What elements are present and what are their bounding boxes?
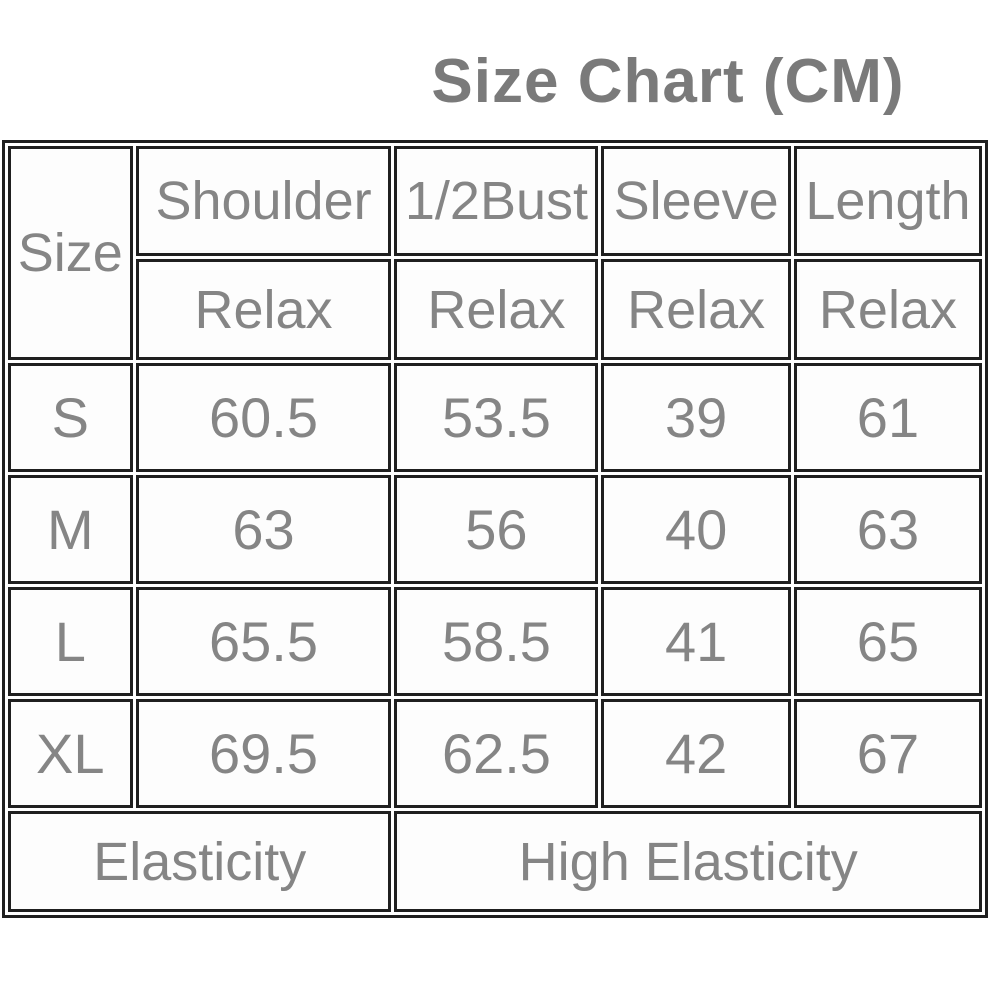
cell-l-length: 65 [793,587,982,696]
cell-l-shoulder: 65.5 [135,587,392,696]
col-header-length: Length [793,146,982,256]
table-row-xl: XL 69.5 62.5 42 67 [8,699,982,808]
subheader-relax-sleeve: Relax [601,259,791,360]
cell-xl-shoulder: 69.5 [135,699,392,808]
cell-xl-half-bust: 62.5 [394,699,599,808]
elasticity-value-cell: High Elasticity [394,811,982,912]
table-row-s: S 60.5 53.5 39 61 [8,363,982,472]
row-label-m: M [8,475,133,584]
row-label-l: L [8,587,133,696]
cell-l-half-bust: 58.5 [394,587,599,696]
table-row-m: M 63 56 40 63 [8,475,982,584]
header-row-relax: Relax Relax Relax Relax [8,259,982,360]
cell-s-shoulder: 60.5 [135,363,392,472]
row-label-s: S [8,363,133,472]
size-chart-table: Size Shoulder 1/2Bust Sleeve Length Rela… [2,140,988,918]
col-header-sleeve: Sleeve [601,146,791,256]
cell-m-half-bust: 56 [394,475,599,584]
corner-header-size: Size [8,146,133,360]
elasticity-label-cell: Elasticity [8,811,392,912]
col-header-shoulder: Shoulder [135,146,392,256]
col-header-half-bust: 1/2Bust [394,146,599,256]
subheader-relax-half-bust: Relax [394,259,599,360]
table-row-l: L 65.5 58.5 41 65 [8,587,982,696]
cell-m-shoulder: 63 [135,475,392,584]
subheader-relax-length: Relax [793,259,982,360]
elasticity-row: Elasticity High Elasticity [8,811,982,912]
subheader-relax-shoulder: Relax [135,259,392,360]
header-row-measures: Size Shoulder 1/2Bust Sleeve Length [8,146,982,360]
cell-s-length: 61 [793,363,982,472]
cell-m-length: 63 [793,475,982,584]
cell-s-sleeve: 39 [601,363,791,472]
page-title: Size Chart (CM) [431,47,905,116]
row-label-xl: XL [8,699,133,808]
cell-xl-length: 67 [793,699,982,808]
cell-m-sleeve: 40 [601,475,791,584]
cell-xl-sleeve: 42 [601,699,791,808]
cell-s-half-bust: 53.5 [394,363,599,472]
cell-l-sleeve: 41 [601,587,791,696]
